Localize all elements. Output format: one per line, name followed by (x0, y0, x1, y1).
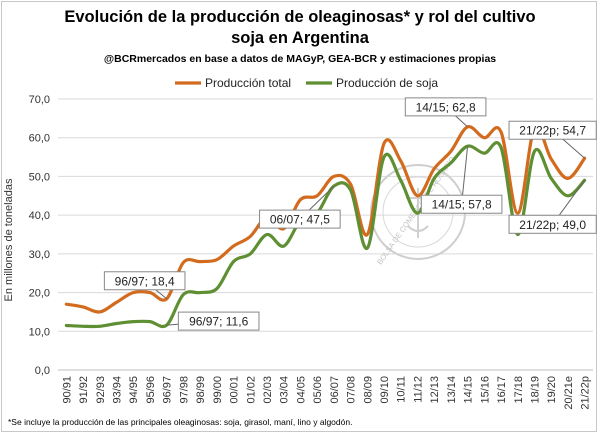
footnote: *Se incluye la producción de las princip… (8, 417, 353, 427)
y-tick-label: 50,0 (29, 171, 50, 183)
x-tick-label: 15/16 (479, 376, 491, 404)
x-tick-label: 00/01 (229, 376, 241, 404)
x-tick-label: 98/99 (195, 376, 207, 404)
annotation-label: 14/15; 57,8 (432, 198, 492, 212)
chart-title-line1: Evolución de la producción de oleaginosa… (64, 8, 536, 26)
series-line-total (64, 124, 587, 314)
x-tick-label: 93/94 (112, 376, 124, 404)
y-tick-label: 0,0 (35, 365, 50, 377)
y-tick-label: 40,0 (29, 210, 50, 222)
x-tick-label: 95/96 (145, 376, 157, 404)
annotation-box (177, 311, 260, 331)
annotation-label: 96/97; 18,4 (115, 274, 175, 288)
annotation-box (508, 120, 597, 140)
y-tick-label: 10,0 (29, 326, 50, 338)
x-tick-label: 97/98 (178, 376, 190, 404)
x-tick-label: 05/06 (312, 376, 324, 404)
annotation-box (103, 271, 186, 291)
x-tick-label: 16/17 (496, 376, 508, 404)
x-tick-label: 13/14 (446, 376, 458, 404)
legend: Producción total Producción de soja (175, 76, 438, 90)
x-tick-label: 09/10 (379, 376, 391, 404)
y-tick-label: 70,0 (29, 94, 50, 106)
x-tick-label: 94/95 (128, 376, 140, 404)
x-tick-label: 20/21e (563, 376, 575, 410)
annotation-box (259, 209, 341, 229)
x-tick-label: 10/11 (396, 376, 408, 403)
x-tick-label: 11/12 (412, 376, 424, 403)
chart-title-line2: soja en Argentina (231, 29, 369, 47)
x-tick-label: 99/00 (212, 376, 224, 404)
x-tick-label: 02/03 (262, 376, 274, 404)
x-tick-label: 19/20 (546, 376, 558, 404)
x-tick-label: 92/93 (95, 376, 107, 404)
legend-label: Producción de soja (336, 76, 438, 90)
x-axis-ticks: 90/91 91/92 92/93 93/94 94/95 95/96 96/97 97/98… (58, 369, 593, 410)
y-tick-label: 30,0 (29, 249, 50, 261)
chart-subtitle: @BCRmercados en base a datos de MAGyP, G… (103, 53, 497, 65)
annotation-label: 14/15; 62,8 (416, 100, 476, 114)
y-tick-label: 20,0 (29, 288, 50, 300)
y-axis-ticks: 0,0 10,0 20,0 30,0 40,0 50,0 60,0 70,0 (29, 94, 50, 377)
annotations: 96/97; 18,4 96/97; 11,6 06/07; 47,5 14/15; … (103, 97, 597, 331)
x-tick-label: 91/92 (78, 376, 90, 404)
x-tick-label: 96/97 (162, 376, 174, 404)
annotation-label: 06/07; 47,5 (270, 213, 330, 227)
annotation-leader (461, 146, 469, 205)
x-tick-label: 07/08 (346, 376, 358, 404)
series-line-soja (64, 140, 587, 329)
x-tick-label: 03/04 (279, 376, 291, 404)
x-tick-label: 18/19 (529, 376, 541, 404)
x-tick-label: 12/13 (429, 376, 441, 404)
annotation-label: 96/97; 11,6 (189, 315, 248, 329)
y-axis-label: En millones de toneladas (3, 178, 15, 301)
annotation-label: 21/22p; 49,0 (519, 218, 586, 232)
x-tick-label: 17/18 (513, 376, 525, 404)
annotation-label: 21/22p; 54,7 (519, 124, 586, 138)
x-tick-label: 90/91 (61, 376, 73, 404)
chart-title: Evolución de la producción de oleaginosa… (0, 7, 600, 49)
x-tick-label: 14/15 (463, 376, 475, 404)
x-tick-label: 06/07 (329, 376, 341, 404)
x-tick-label: 08/09 (362, 376, 374, 404)
x-tick-label: 04/05 (295, 376, 307, 404)
x-tick-label: 01/02 (245, 376, 257, 404)
legend-label: Producción total (205, 76, 291, 90)
x-tick-label: 21/22p (580, 376, 592, 410)
annotation-box (420, 194, 503, 214)
annotation-box (508, 214, 597, 234)
y-tick-label: 60,0 (29, 133, 50, 145)
annotation-box (404, 97, 487, 117)
